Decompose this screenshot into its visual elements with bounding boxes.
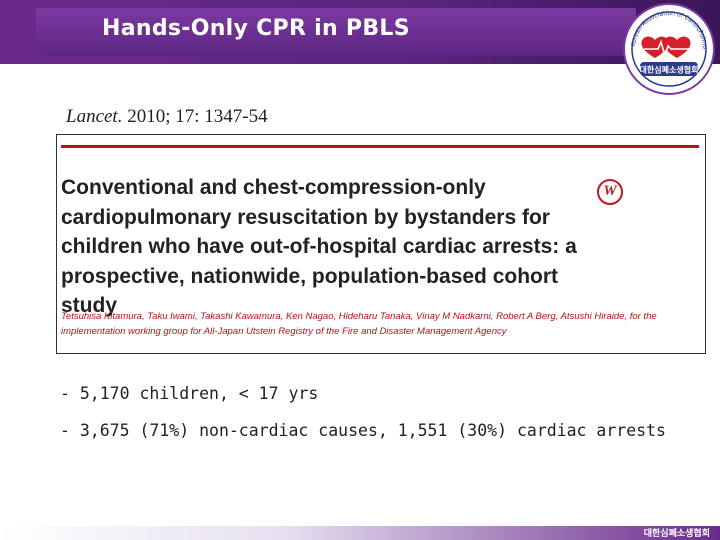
svg-text:대한심폐소생협회: 대한심폐소생협회: [640, 65, 699, 75]
header-tab: [36, 8, 636, 56]
bullet-item: - 5,170 children, < 17 yrs: [60, 384, 319, 403]
footer-org: 대한심폐소생협회: [643, 529, 710, 539]
red-rule: [61, 145, 699, 148]
bullet-list: - 5,170 children, < 17 yrs - 3,675 (71%)…: [60, 384, 666, 458]
slide-title: Hands-Only CPR in PBLS: [102, 16, 410, 41]
citation-details: 2010; 17: 1347-54: [122, 106, 268, 127]
journal-name: Lancet.: [66, 106, 123, 127]
bullet-item: - 3,675 (71%) non-cardiac causes, 1,551 …: [60, 421, 666, 440]
citation: Lancet. 2010; 17: 1347-54: [66, 106, 268, 128]
heart-seal-icon: Korean Association of CardioPulmonary Re…: [622, 2, 715, 95]
header-bar: [0, 0, 720, 64]
w-badge-icon: W: [597, 179, 623, 205]
footer-bar: [0, 526, 720, 540]
paper-authors: Tetsuhisa Kitamura, Taku Iwami, Takashi …: [61, 311, 657, 337]
paper-title: Conventional and chest-compression-only …: [61, 176, 577, 317]
paper-excerpt: Conventional and chest-compression-only …: [56, 134, 706, 354]
